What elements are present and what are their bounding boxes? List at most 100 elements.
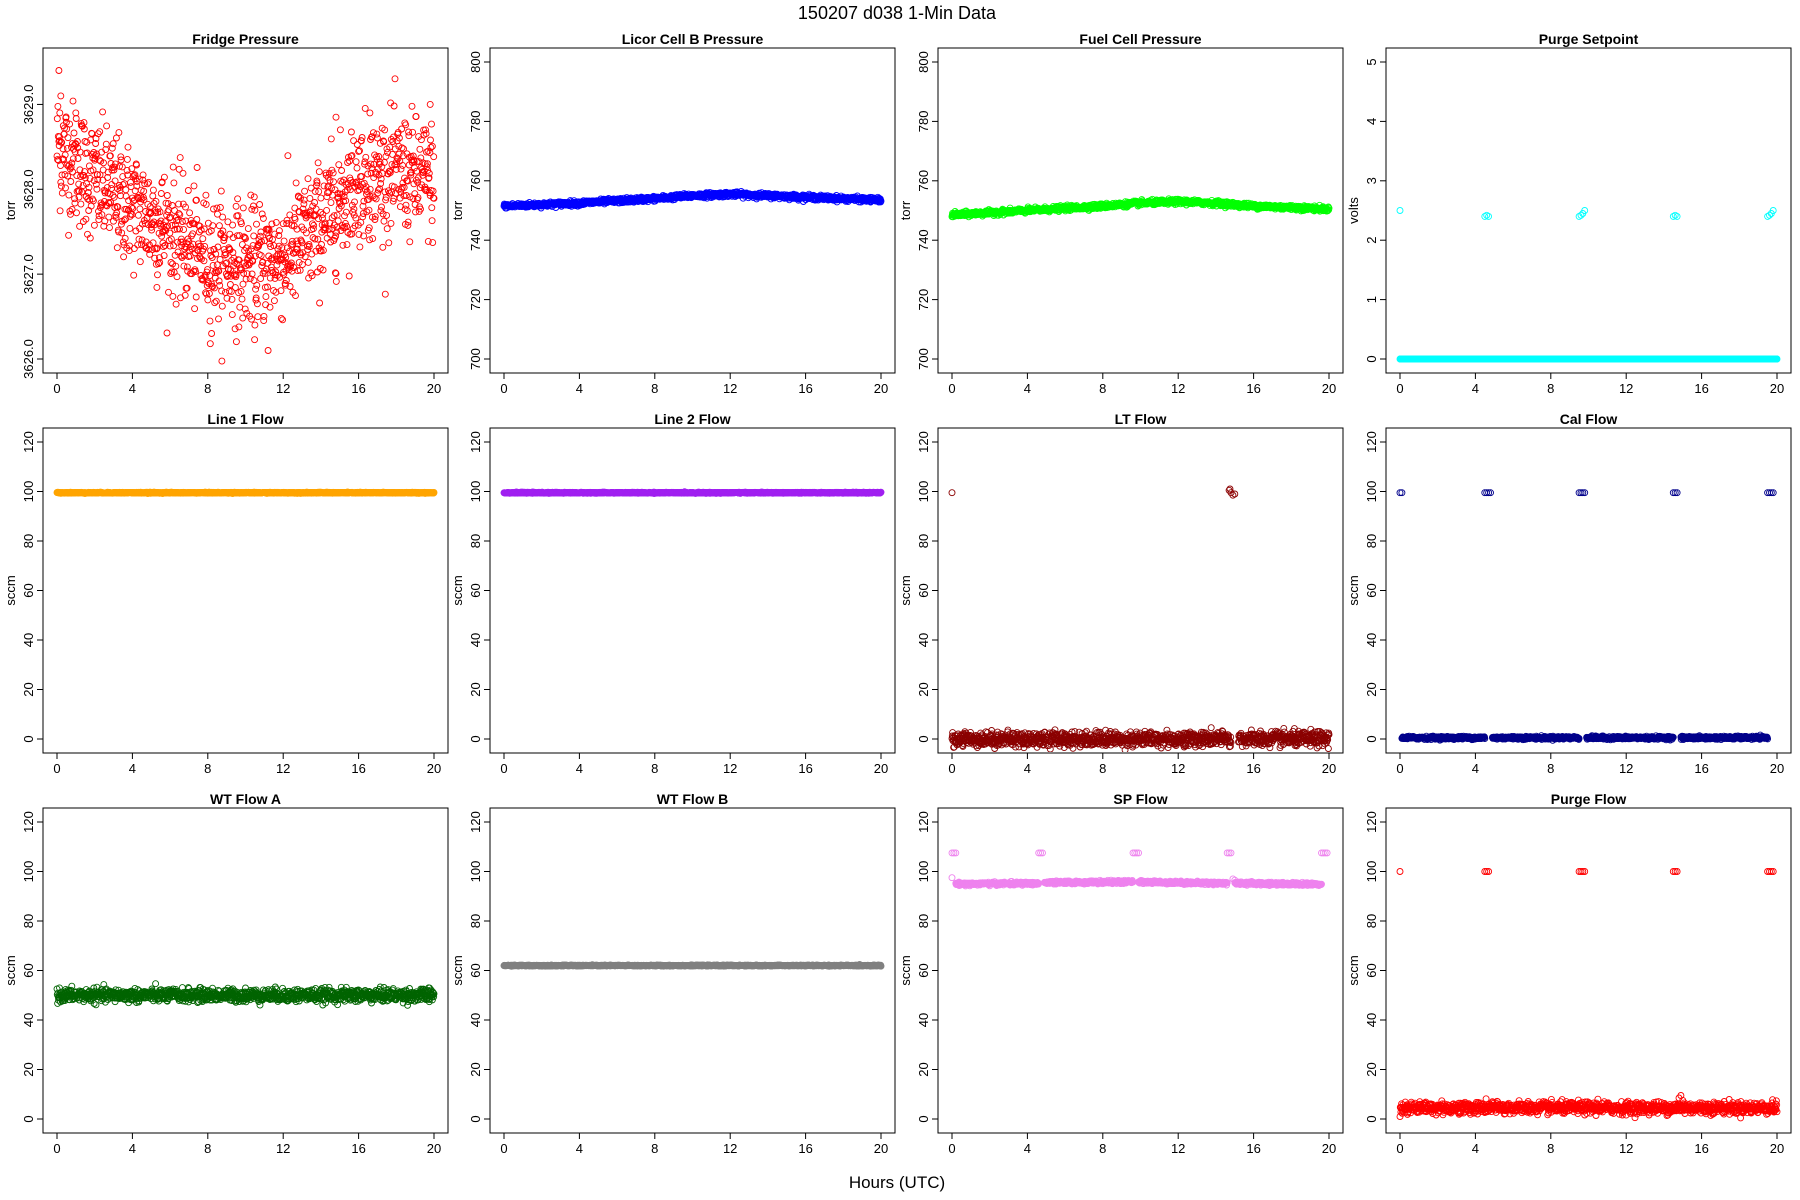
data-point	[173, 273, 181, 281]
data-point	[286, 247, 293, 255]
data-point	[334, 217, 342, 225]
data-point	[118, 163, 126, 171]
data-point	[1577, 211, 1585, 219]
data-point	[302, 229, 310, 237]
panel-title: Purge Setpoint	[1539, 31, 1639, 47]
data-point	[238, 265, 246, 273]
data-point	[176, 225, 183, 233]
data-point	[65, 191, 73, 199]
series-group	[948, 195, 1333, 221]
data-point	[167, 259, 175, 266]
data-point	[239, 280, 247, 288]
data-point	[193, 216, 201, 223]
data-point	[1483, 211, 1491, 219]
data-point	[135, 235, 143, 243]
data-point	[1669, 212, 1677, 220]
data-point	[220, 237, 228, 244]
data-point	[175, 165, 183, 173]
data-point	[204, 296, 212, 304]
data-point	[93, 185, 101, 193]
data-point	[226, 281, 234, 288]
data-point	[283, 220, 291, 228]
y-tick-label: 780	[468, 111, 483, 133]
data-point	[176, 211, 184, 219]
data-point	[214, 210, 221, 218]
data-point	[347, 128, 355, 136]
data-point	[259, 258, 267, 266]
data-point	[265, 235, 273, 242]
data-point	[314, 215, 322, 223]
x-tick-label: 0	[948, 381, 955, 396]
data-point	[116, 162, 123, 170]
data-point	[397, 165, 405, 173]
data-point	[166, 242, 174, 250]
data-point	[111, 177, 119, 185]
data-point	[383, 225, 391, 233]
data-point	[144, 180, 151, 188]
data-point	[352, 158, 360, 166]
data-point	[119, 173, 127, 181]
data-point	[66, 120, 74, 128]
data-point	[172, 300, 180, 308]
data-point	[208, 254, 216, 261]
data-point	[248, 205, 256, 213]
data-point	[215, 315, 222, 323]
data-point	[170, 179, 178, 187]
data-point	[160, 173, 168, 181]
data-point	[119, 181, 127, 189]
data-point	[399, 161, 407, 169]
data-point	[145, 241, 153, 249]
data-point	[272, 268, 280, 276]
data-point	[296, 266, 304, 274]
y-tick-label: 720	[916, 289, 931, 311]
data-point	[59, 145, 67, 153]
x-tick-label: 16	[1246, 381, 1260, 396]
data-point	[401, 205, 409, 213]
data-point	[387, 219, 395, 227]
data-point	[93, 150, 101, 158]
data-point	[338, 167, 346, 174]
data-point	[391, 75, 399, 83]
data-point	[383, 211, 391, 219]
data-point	[151, 254, 159, 262]
data-point	[55, 67, 63, 74]
data-point	[68, 206, 76, 213]
data-point	[53, 152, 61, 160]
data-point	[180, 226, 188, 234]
data-point	[112, 134, 120, 142]
data-point	[375, 171, 383, 179]
data-point	[264, 283, 271, 291]
data-point	[60, 156, 68, 163]
data-point	[427, 136, 434, 144]
data-point	[1481, 212, 1489, 220]
data-point	[407, 171, 415, 179]
data-point	[272, 288, 280, 296]
data-point	[428, 217, 436, 225]
data-point	[99, 108, 107, 116]
series-group	[1396, 207, 1781, 363]
data-point	[70, 129, 78, 137]
data-point	[398, 144, 406, 152]
data-point	[153, 244, 161, 252]
data-point	[389, 197, 397, 205]
data-point	[373, 130, 381, 138]
y-tick-label: 700	[916, 348, 931, 370]
data-point	[268, 254, 276, 262]
data-point	[160, 252, 168, 260]
data-point	[332, 113, 340, 121]
data-point	[144, 246, 152, 253]
data-point	[111, 163, 118, 171]
data-point	[271, 230, 279, 238]
plot-frame	[489, 47, 896, 374]
data-point	[329, 169, 337, 177]
data-point	[359, 202, 367, 210]
data-point	[117, 153, 125, 161]
data-point	[284, 152, 292, 160]
plot-frame	[1385, 47, 1792, 374]
data-point	[360, 197, 368, 205]
data-point	[256, 201, 264, 208]
data-point	[267, 243, 275, 251]
data-point	[150, 199, 158, 207]
data-point	[335, 161, 343, 169]
